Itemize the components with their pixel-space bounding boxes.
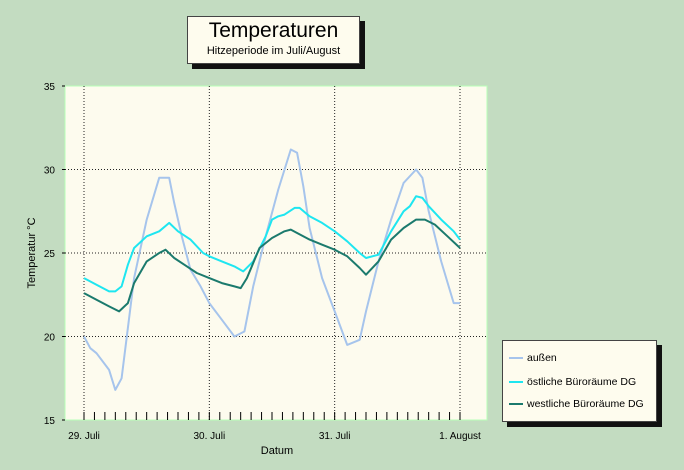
- legend-label: östliche Büroräume DG: [527, 376, 637, 388]
- chart-title: Temperaturen: [208, 19, 339, 42]
- y-tick-label: 25: [44, 249, 56, 260]
- y-tick-label: 15: [44, 416, 56, 427]
- series-line: [83, 195, 461, 293]
- x-tick-label: 30. Juli: [193, 431, 225, 442]
- y-tick-label: 35: [44, 82, 56, 93]
- series-line: [83, 218, 461, 313]
- legend-item: außen: [509, 351, 557, 365]
- x-axis-label: Datum: [261, 445, 293, 457]
- x-tick-label: 31. Juli: [319, 431, 351, 442]
- legend-swatch: [509, 381, 523, 383]
- legend-label: außen: [527, 352, 557, 364]
- y-tick-label: 30: [44, 166, 56, 177]
- legend: außen östliche Büroräume DG westliche Bü…: [502, 340, 657, 422]
- x-tick-label: 1. August: [439, 431, 481, 442]
- series-group: [83, 148, 461, 391]
- legend-item: östliche Büroräume DG: [509, 375, 636, 389]
- legend-swatch: [509, 357, 523, 359]
- legend-item: westliche Büroräume DG: [509, 397, 644, 411]
- legend-swatch: [509, 403, 523, 405]
- axes: 15 20 25 30 35 29. Juli 30. Juli 31. Juli 1. Aug…: [44, 82, 481, 442]
- x-tick-label: 29. Juli: [68, 431, 100, 442]
- chart-subtitle: Hitzeperiode im Juli/August: [206, 45, 341, 57]
- y-axis-label: Temperatur °C: [26, 217, 38, 288]
- y-tick-label: 20: [44, 333, 56, 344]
- legend-label: westliche Büroräume DG: [527, 398, 644, 410]
- chart-title-box: Temperaturen Hitzeperiode im Juli/August: [187, 16, 360, 64]
